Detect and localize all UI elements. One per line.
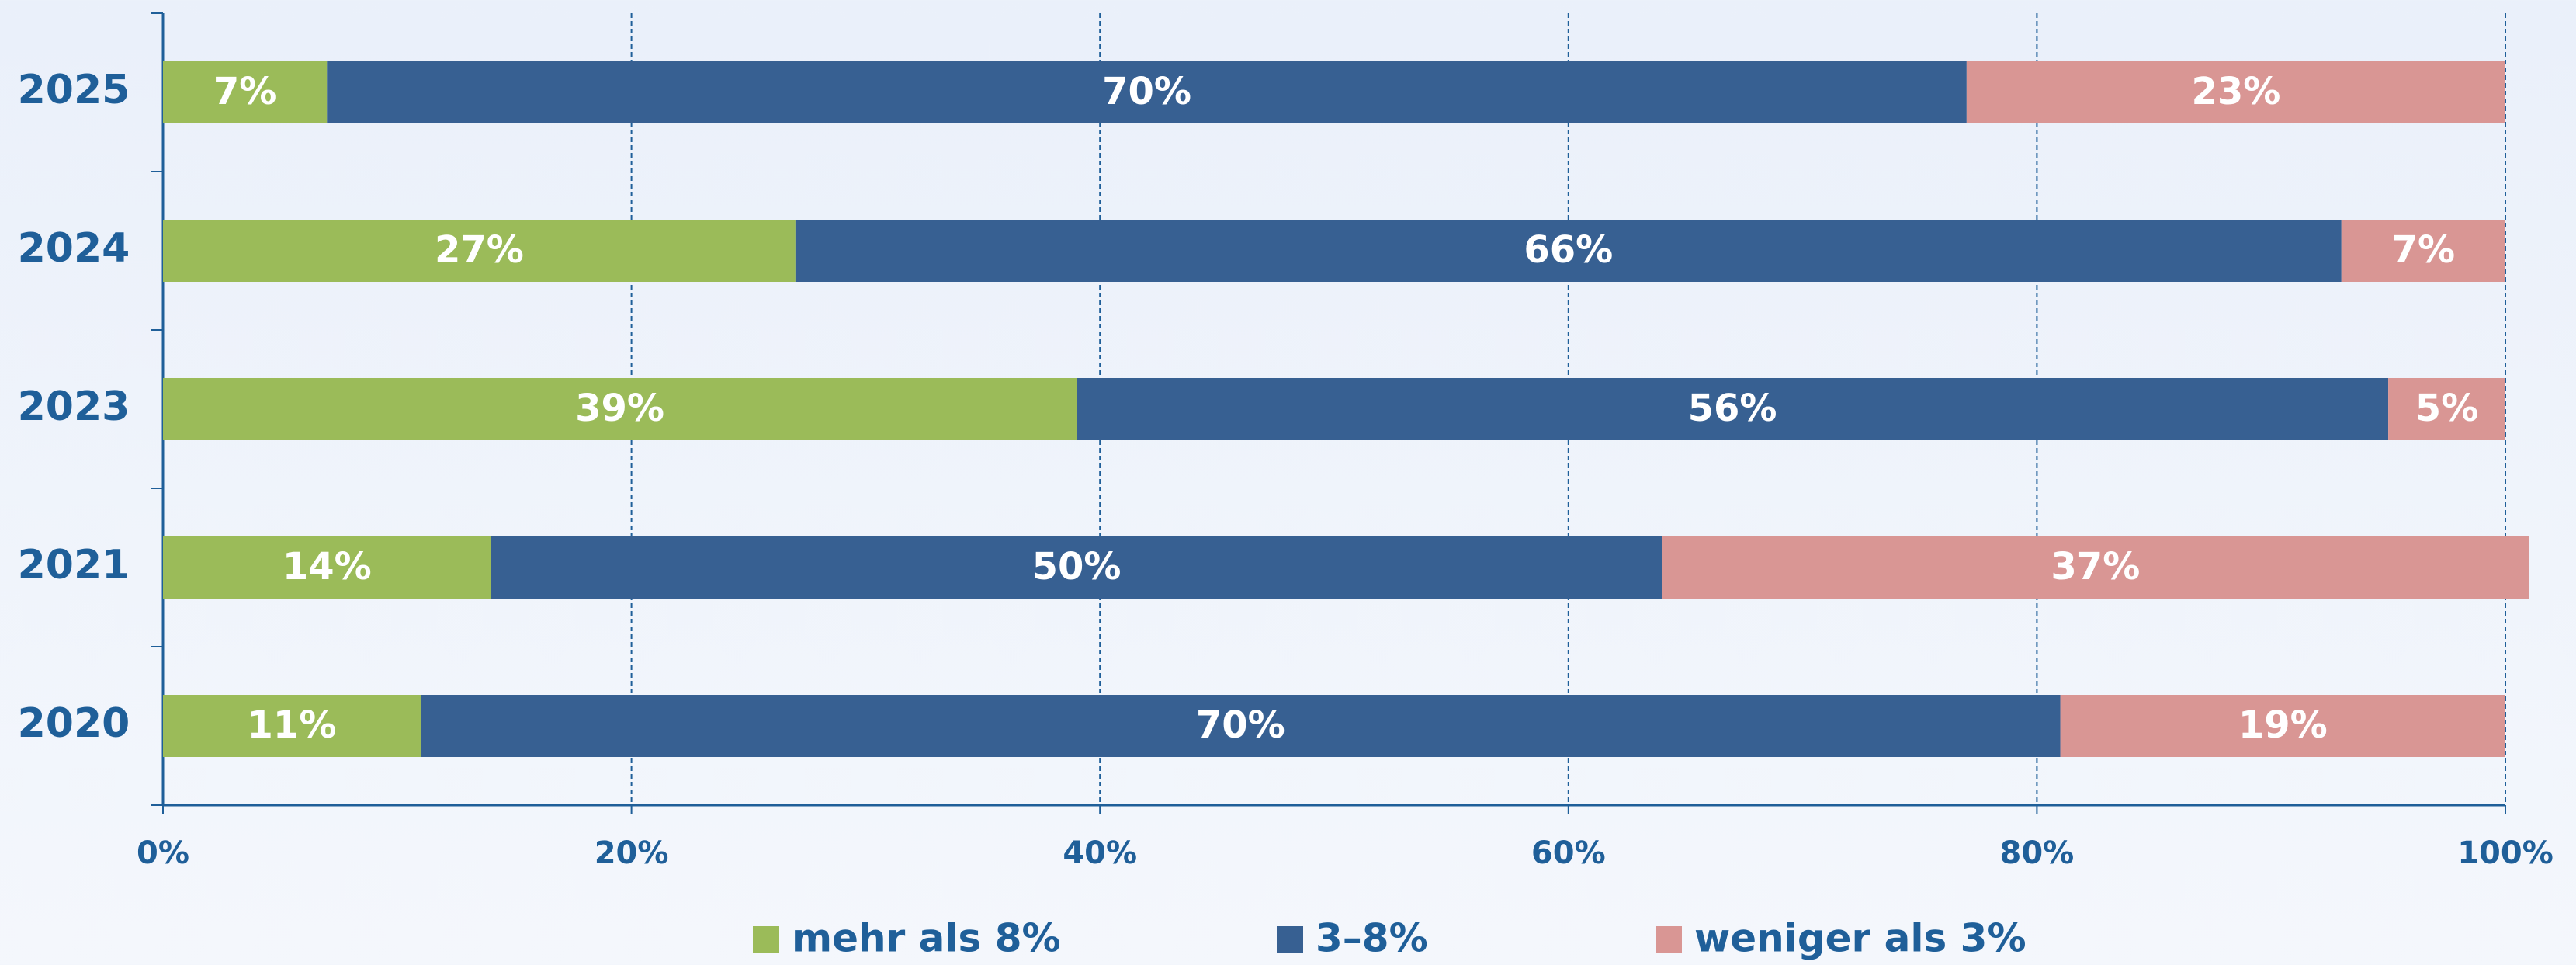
data-label: 56% — [1688, 387, 1777, 430]
data-label: 27% — [435, 228, 524, 272]
bar-segment — [1077, 378, 2389, 440]
data-label: 39% — [575, 387, 664, 430]
data-label: 70% — [1196, 703, 1285, 747]
legend-swatch — [753, 926, 779, 953]
data-label: 23% — [2191, 70, 2280, 113]
data-label: 37% — [2051, 545, 2140, 588]
data-label: 7% — [213, 70, 277, 113]
bar-segment — [491, 536, 1662, 599]
data-label: 50% — [1032, 545, 1122, 588]
bar-segment — [2060, 695, 2505, 757]
bar-segment — [163, 536, 491, 599]
legend-swatch — [1277, 926, 1303, 953]
bar-segment — [163, 378, 1077, 440]
y-tick-label: 2025 — [18, 67, 130, 113]
bar-segment — [420, 695, 2061, 757]
y-tick-label: 2024 — [18, 225, 130, 272]
bar-segment — [2388, 378, 2505, 440]
bar-segment — [1662, 536, 2529, 599]
legend-swatch — [1656, 926, 1682, 953]
x-tick-label: 80% — [2000, 835, 2075, 871]
bar-segment — [163, 695, 421, 757]
bar-segment — [163, 61, 328, 123]
data-label: 5% — [2415, 387, 2479, 430]
data-label: 19% — [2238, 703, 2328, 747]
legend-label: mehr als 8% — [792, 916, 1061, 961]
bar-segment — [163, 220, 796, 282]
y-tick-label: 2023 — [18, 384, 130, 430]
data-label: 14% — [283, 545, 372, 588]
data-label: 7% — [2392, 228, 2456, 272]
bar-segment — [795, 220, 2342, 282]
data-label: 11% — [248, 703, 337, 747]
legend-label: 3–8% — [1316, 916, 1428, 961]
y-tick-label: 2021 — [18, 542, 130, 588]
y-tick-label: 2020 — [18, 700, 130, 747]
x-tick-label: 40% — [1063, 835, 1137, 871]
x-tick-label: 20% — [595, 835, 669, 871]
legend-label: weniger als 3% — [1694, 916, 2026, 961]
x-tick-label: 100% — [2457, 835, 2553, 871]
data-label: 70% — [1102, 70, 1191, 113]
x-tick-label: 0% — [137, 835, 189, 871]
bar-segment — [327, 61, 1967, 123]
bar-segment — [1966, 61, 2505, 123]
bar-segment — [2341, 220, 2505, 282]
data-label: 66% — [1524, 228, 1613, 272]
x-tick-label: 60% — [1531, 835, 1606, 871]
